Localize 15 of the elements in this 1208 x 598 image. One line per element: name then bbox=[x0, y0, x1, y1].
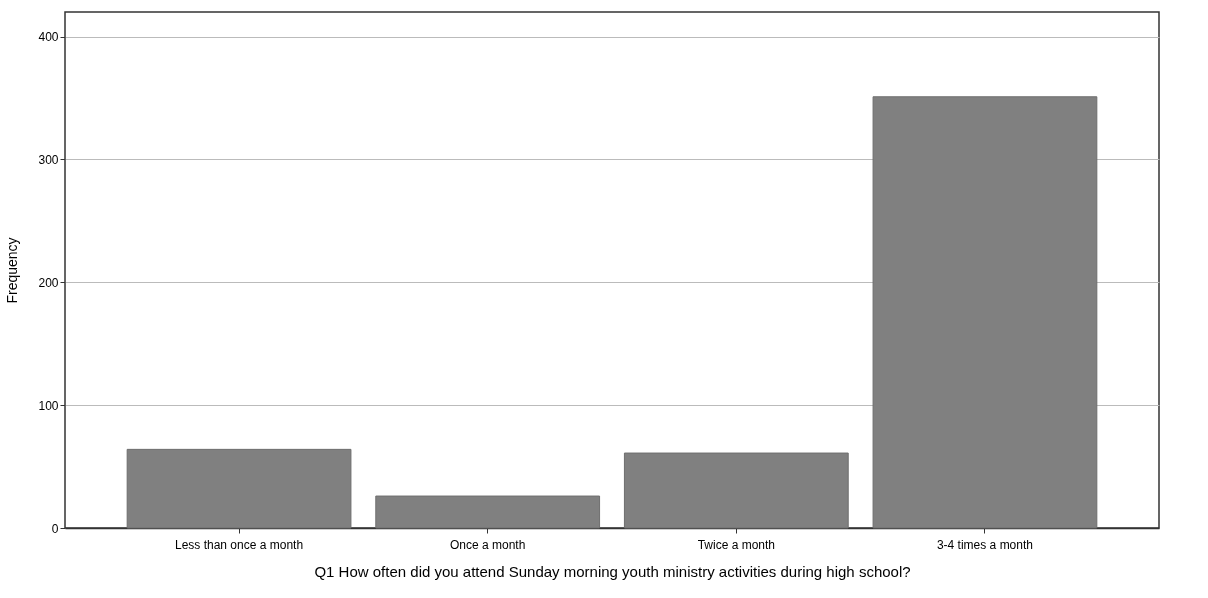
bar bbox=[623, 452, 849, 529]
x-axis-title: Q1 How often did you attend Sunday morning youth ministry activities during high school? bbox=[314, 562, 911, 580]
y-tick-label: 200 bbox=[38, 275, 59, 290]
x-tick-label: Less than once a month bbox=[175, 537, 304, 552]
y-tick-label: 100 bbox=[38, 398, 59, 413]
bar bbox=[375, 495, 601, 529]
y-axis-title: Frequency bbox=[4, 237, 21, 304]
x-tick-label: Twice a month bbox=[697, 537, 776, 552]
y-tick-label: 300 bbox=[38, 152, 59, 167]
y-tick-label: 0 bbox=[51, 521, 59, 536]
bar bbox=[872, 96, 1098, 529]
bar bbox=[126, 448, 352, 529]
y-tick-label: 400 bbox=[38, 30, 59, 45]
x-tick-label: 3-4 times a month bbox=[936, 537, 1033, 552]
x-tick-label: Once a month bbox=[449, 537, 526, 552]
